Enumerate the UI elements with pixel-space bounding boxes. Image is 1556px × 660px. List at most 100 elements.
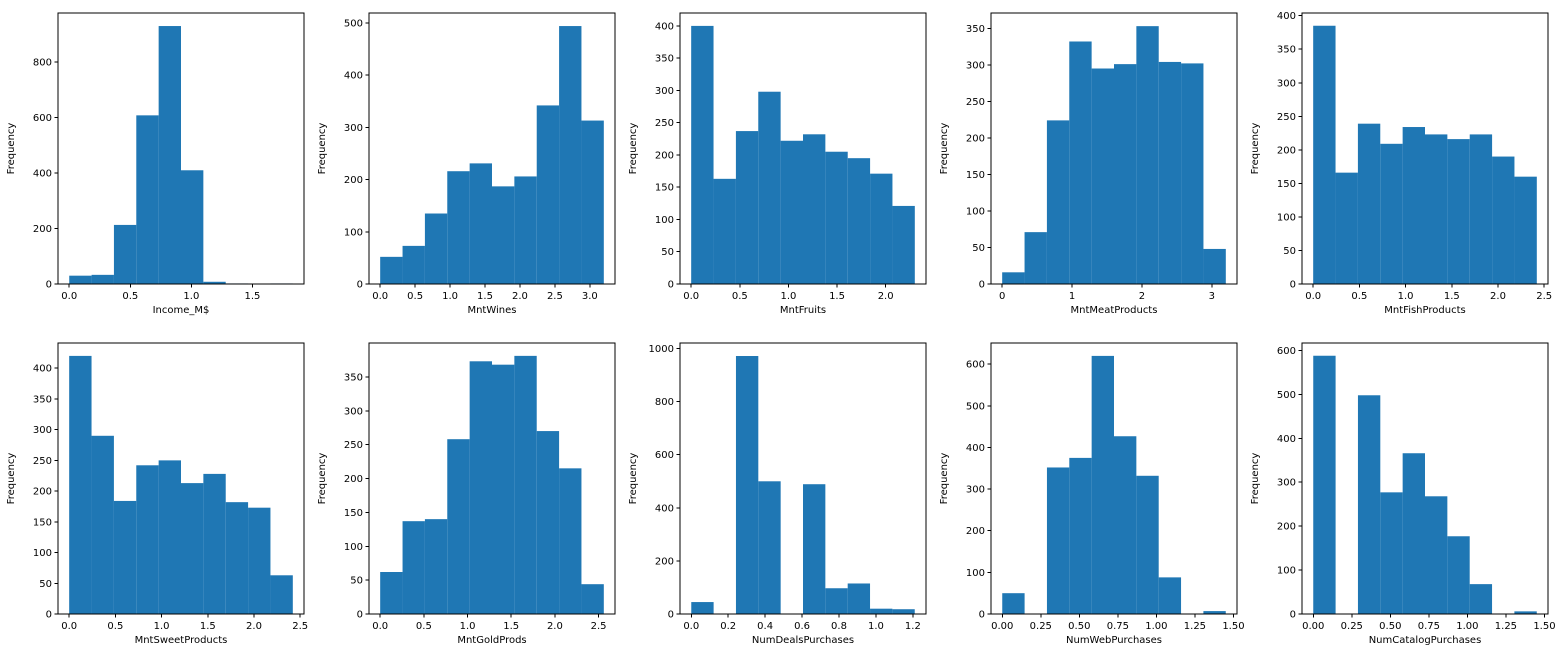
bar	[1158, 577, 1182, 614]
y-tick-label: 350	[655, 54, 674, 65]
x-axis-label: MntFishProducts	[1384, 305, 1465, 316]
x-tick-label: 0.0	[683, 291, 699, 302]
bar	[248, 507, 271, 614]
bar	[1046, 120, 1070, 284]
x-tick-label: 2.0	[1490, 291, 1506, 302]
y-tick-label: 350	[344, 372, 363, 383]
y-tick-label: 100	[966, 206, 985, 217]
histogram-mntsweetproducts: 0 50 100 150 200 250 300 350 400 0.0 0.5 1.0 1.5 2.0 2…	[0, 330, 311, 660]
bar	[536, 431, 560, 614]
y-tick-label: 300	[966, 485, 985, 496]
plot-border	[679, 12, 927, 285]
plot-border	[990, 342, 1238, 615]
bar	[424, 519, 448, 614]
histogram-mntfruits: 0 50 100 150 200 250 300 350 400 0.0 0.5 1.0 1.5 2.0 M…	[622, 0, 933, 330]
y-axis-label: Frequency	[628, 453, 639, 505]
y-tick-label: 300	[1277, 478, 1296, 489]
bar	[1136, 26, 1159, 285]
x-tick-label: 1.50	[1222, 621, 1244, 632]
y-tick-label: 100	[33, 548, 52, 559]
x-axis-label: NumWebPurchases	[1066, 635, 1162, 646]
plot-canvas: 0 100 200 300 400 500 0.0 0.5 1.0 1.5 2.0 2.5 3.0 Mnt…	[317, 12, 616, 316]
y-tick-label: 350	[966, 24, 985, 35]
bar	[1357, 395, 1381, 614]
y-tick-label: 350	[33, 394, 52, 405]
y-tick-label: 100	[655, 215, 674, 226]
x-tick-label: 0.00	[1302, 621, 1324, 632]
y-tick-label: 350	[1277, 45, 1296, 56]
y-tick-label: 0	[1290, 280, 1296, 291]
y-tick-label: 400	[344, 71, 363, 82]
x-tick-label: 0.5	[732, 291, 748, 302]
x-tick-label: 2	[1139, 291, 1145, 302]
bar	[1203, 248, 1226, 284]
x-tick-label: 1.00	[1145, 621, 1167, 632]
bar	[1114, 64, 1137, 284]
x-tick-label: 0.6	[794, 621, 810, 632]
x-tick-label: 1.2	[905, 621, 921, 632]
x-tick-label: 2.0	[878, 291, 894, 302]
y-tick-label: 200	[655, 150, 674, 161]
bar	[380, 572, 403, 614]
bar	[181, 483, 204, 614]
x-tick-label: 3	[1209, 291, 1215, 302]
x-tick-label: 1.5	[200, 621, 216, 632]
bar	[1514, 611, 1537, 614]
bar	[870, 173, 893, 284]
y-tick-label: 200	[33, 487, 52, 498]
x-tick-label: 1.0	[442, 291, 458, 302]
plot-canvas: 0 200 400 600 800 1000 0.0 0.2 0.4 0.6 0.8 1.0 1.2 Nu…	[628, 342, 927, 646]
y-tick-label: 200	[344, 474, 363, 485]
y-axis-label: Frequency	[317, 123, 328, 175]
histogram-mntwines: 0 100 200 300 400 500 0.0 0.5 1.0 1.5 2.0 2.5 3.0 Mnt…	[311, 0, 622, 330]
histogram-mntgoldprods: 0 50 100 150 200 250 300 350 0.0 0.5 1.0 1.5 2.0 2.5 M…	[311, 330, 622, 660]
bar	[158, 460, 181, 614]
x-tick-label: 1.5	[829, 291, 845, 302]
x-tick-label: 0.0	[372, 291, 388, 302]
bar	[514, 176, 537, 284]
plot-canvas: 0 100 200 300 400 500 600 0.00 0.25 0.50 0.75 1.00 1…	[1250, 342, 1555, 646]
bar	[847, 583, 871, 614]
y-tick-label: 400	[1277, 434, 1296, 445]
y-tick-label: 250	[33, 456, 52, 467]
bar	[870, 608, 893, 614]
x-axis-label: NumCatalogPurchases	[1369, 635, 1482, 646]
x-tick-label: 0.8	[831, 621, 847, 632]
x-axis-label: MntSweetProducts	[135, 635, 228, 646]
bar	[1069, 457, 1092, 614]
bar	[203, 473, 226, 614]
bar	[892, 205, 915, 284]
bar	[1002, 593, 1025, 614]
bar	[1203, 611, 1226, 614]
y-tick-label: 50	[39, 579, 52, 590]
y-tick-label: 300	[655, 86, 674, 97]
y-tick-label: 0	[46, 610, 52, 621]
bar	[402, 245, 425, 284]
bar	[1380, 492, 1403, 614]
y-axis-label: Frequency	[317, 453, 328, 505]
x-tick-label: 0.00	[991, 621, 1013, 632]
y-tick-label: 0	[1290, 610, 1296, 621]
histogram-numcatalogpurchases: 0 100 200 300 400 500 600 0.00 0.25 0.50 0.75 1.00 1…	[1244, 330, 1555, 660]
y-tick-label: 200	[1277, 145, 1296, 156]
y-tick-label: 100	[344, 542, 363, 553]
y-tick-label: 0	[979, 280, 985, 291]
plot-border	[57, 342, 305, 615]
x-tick-label: 1.00	[1456, 621, 1478, 632]
x-tick-label: 3.0	[582, 291, 598, 302]
bar	[1447, 139, 1470, 284]
y-tick-label: 600	[655, 450, 674, 461]
x-tick-label: 2.0	[246, 621, 262, 632]
bar	[492, 186, 515, 284]
y-tick-label: 250	[344, 440, 363, 451]
plot-canvas: 0 100 200 300 400 500 600 0.00 0.25 0.50 0.75 1.00 1…	[939, 342, 1244, 646]
y-tick-label: 300	[344, 123, 363, 134]
bar	[691, 602, 714, 614]
y-tick-label: 100	[1277, 566, 1296, 577]
plot-border	[990, 12, 1238, 285]
y-tick-label: 500	[1277, 390, 1296, 401]
x-tick-label: 0.5	[407, 291, 423, 302]
x-tick-label: 0.5	[122, 291, 138, 302]
y-tick-label: 300	[344, 406, 363, 417]
y-tick-label: 400	[655, 503, 674, 514]
